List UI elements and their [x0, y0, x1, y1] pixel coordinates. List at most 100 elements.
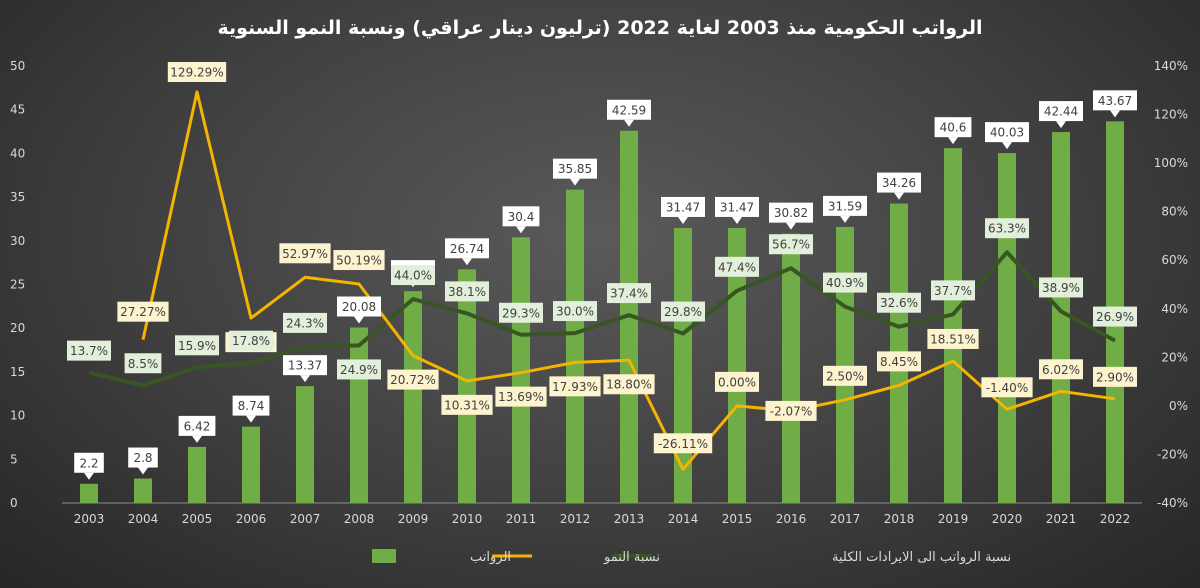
- bar-value-label: 20.08: [342, 300, 376, 314]
- bar-value-label-box: [661, 196, 705, 217]
- bar-value-label-pointer: [84, 472, 94, 480]
- bar-value-label-pointer: [192, 435, 202, 443]
- ratio-label-group: 24.9%: [337, 359, 381, 380]
- ratio-label-box: [931, 280, 975, 301]
- ratio-label: 44.0%: [394, 269, 432, 283]
- right-tick-label: 60%: [1161, 253, 1188, 267]
- ratio-label-group: 56.7%: [769, 234, 813, 255]
- bar-value-label-pointer: [1056, 121, 1066, 129]
- ratio-label-group: 44.0%: [391, 265, 435, 286]
- growth-label-box: [1039, 359, 1083, 380]
- right-tick-label: -20%: [1157, 447, 1188, 461]
- bar-value-label: 31.59: [828, 199, 862, 213]
- ratio-label: 56.7%: [772, 238, 810, 252]
- right-tick-label: 140%: [1154, 59, 1188, 73]
- ratio-label-group: 37.7%: [931, 280, 975, 301]
- growth-label-group: 18.51%: [927, 328, 979, 349]
- growth-label-group: 8.45%: [877, 351, 921, 372]
- bar-value-label-box: [445, 238, 489, 259]
- bar-value-label-box: [74, 452, 104, 473]
- bar-value-label: 34.26: [882, 176, 916, 190]
- bar-value-label-box: [934, 117, 972, 138]
- x-tick-label: 2021: [1046, 512, 1077, 526]
- bar-value-label-group: 35.85: [553, 158, 597, 186]
- bar-value-label-pointer: [354, 316, 364, 324]
- legend-ratio-label: نسبة الرواتب الى الايرادات الكلية: [832, 550, 1011, 565]
- ratio-label-box: [769, 234, 813, 255]
- bar: [296, 386, 314, 503]
- bar-value-label-group: 2.2: [74, 452, 104, 480]
- x-tick-label: 2010: [452, 512, 483, 526]
- ratio-label-group: 32.6%: [877, 292, 921, 313]
- ratio-label: 37.4%: [610, 287, 648, 301]
- bar-value-label-group: 6.42: [178, 415, 216, 443]
- ratio-label-box: [715, 256, 759, 277]
- x-tick-label: 2020: [992, 512, 1023, 526]
- ratio-label: 8.5%: [128, 357, 159, 371]
- ratio-label-group: 38.9%: [1039, 277, 1083, 298]
- growth-label-group: 17.93%: [549, 376, 601, 397]
- growth-label: 6.02%: [1042, 363, 1080, 377]
- x-tick-label: 2022: [1100, 512, 1131, 526]
- bar: [404, 291, 422, 503]
- bar-value-label-pointer: [462, 258, 472, 266]
- bar-value-label-group: 20.08: [337, 296, 381, 324]
- bar: [242, 426, 260, 503]
- growth-label: 10.31%: [444, 398, 490, 412]
- bar-value-label-pointer: [732, 216, 742, 224]
- growth-label-box: [765, 400, 817, 421]
- ratio-label: 17.8%: [232, 334, 270, 348]
- growth-label: 18.80%: [606, 378, 652, 392]
- bar-value-label-pointer: [678, 216, 688, 224]
- ratio-label: 32.6%: [880, 296, 918, 310]
- bar-value-label-pointer: [1002, 142, 1012, 150]
- bar-value-label: 13.37: [288, 359, 322, 373]
- bar-value-label: 40.03: [990, 126, 1024, 140]
- bar-value-label-box: [232, 395, 270, 416]
- ratio-label-box: [553, 301, 597, 322]
- ratio-label-group: 29.3%: [499, 302, 543, 323]
- growth-label-group: 6.02%: [1039, 359, 1083, 380]
- growth-label: -2.07%: [770, 404, 812, 418]
- x-tick-label: 2014: [668, 512, 699, 526]
- growth-label-box: [877, 351, 921, 372]
- ratio-label: 37.7%: [934, 284, 972, 298]
- growth-label: 18.51%: [930, 332, 976, 346]
- bar-value-label: 40.6: [940, 121, 967, 135]
- left-axis: 0 5 10 15 20 25 30 35 40 45 50: [10, 59, 25, 510]
- ratio-line: [88, 250, 1116, 388]
- x-tick-label: 2017: [830, 512, 861, 526]
- growth-label-box: [387, 369, 439, 390]
- bar-value-label-box: [877, 172, 921, 193]
- growth-label-group: 2.50%: [823, 365, 867, 386]
- growth-label-box: [549, 376, 601, 397]
- x-tick-label: 2011: [506, 512, 537, 526]
- ratio-label-group: 37.4%: [607, 283, 651, 304]
- growth-label-box: [927, 328, 979, 349]
- left-tick-label: 30: [10, 234, 25, 248]
- bar-series: [80, 121, 1124, 504]
- bar-value-label-box: [502, 206, 540, 227]
- bar-value-label-box: [337, 296, 381, 317]
- bar-value-label-group: 2.8: [128, 447, 158, 475]
- bar-value-label-box: [607, 99, 651, 120]
- bar-value-label: 30.82: [774, 206, 808, 220]
- growth-label: 20.72%: [390, 373, 436, 387]
- data-labels: 2.22.86.428.7413.3720.0824.2426.7430.435…: [67, 62, 1137, 480]
- growth-label-group: -1.40%: [981, 377, 1033, 398]
- right-tick-label: 20%: [1161, 350, 1188, 364]
- growth-label-box: [603, 374, 655, 395]
- ratio-label-group: 38.1%: [445, 281, 489, 302]
- growth-label-group: 0.00%: [715, 371, 759, 392]
- ratio-label-box: [283, 312, 327, 333]
- ratio-label-group: 30.0%: [553, 301, 597, 322]
- ratio-label-box: [661, 301, 705, 322]
- bar: [1052, 132, 1070, 503]
- ratio-label-box: [823, 272, 867, 293]
- growth-label-group: 13.69%: [495, 386, 547, 407]
- ratio-label-box: [391, 265, 435, 286]
- bar-value-label-pointer: [624, 119, 634, 127]
- ratio-label-box: [1039, 277, 1083, 298]
- growth-line: [141, 90, 1116, 471]
